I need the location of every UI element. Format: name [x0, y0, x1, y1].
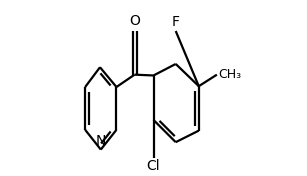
Text: Cl: Cl — [147, 159, 160, 173]
Text: N: N — [95, 134, 106, 148]
Text: CH₃: CH₃ — [219, 68, 242, 81]
Text: F: F — [172, 15, 180, 29]
Text: O: O — [129, 14, 140, 28]
